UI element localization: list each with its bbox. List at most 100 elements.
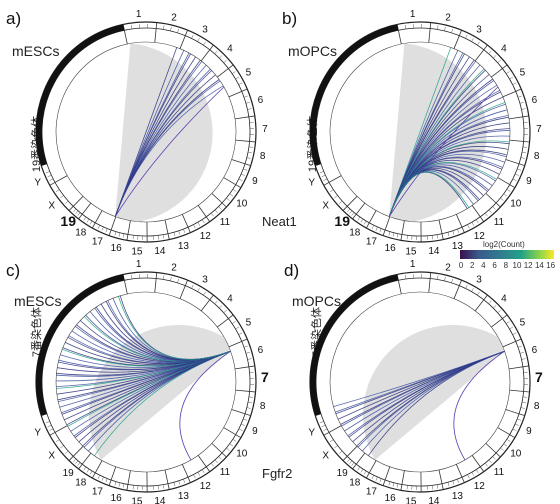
tick-mark (197, 288, 200, 292)
chromosome-boundary (49, 175, 68, 186)
chromosome-boundary (164, 219, 170, 240)
tick-mark (506, 189, 511, 192)
tick-mark (235, 76, 240, 80)
chromosome-boundary (228, 88, 248, 98)
tick-mark (492, 206, 496, 210)
condition-label: mOPCs (292, 293, 341, 309)
chromosome-label-15: 15 (131, 247, 143, 258)
chromosome-boundary (508, 365, 529, 370)
chromosome-boundary (108, 466, 117, 486)
tick-mark (118, 482, 121, 487)
tick-mark (436, 234, 438, 239)
tick-mark (520, 157, 525, 159)
tick-mark (105, 478, 108, 483)
tick-mark (197, 222, 201, 226)
tick-mark (351, 212, 355, 216)
chromosome-label-9: 9 (526, 426, 532, 437)
tick-mark (392, 482, 395, 487)
tick-mark (321, 424, 326, 428)
tick-mark (509, 326, 514, 330)
chromosome-label-7: 7 (535, 369, 543, 385)
tick-mark (241, 423, 245, 426)
tick-mark (521, 151, 526, 154)
chromosome-label-10: 10 (236, 449, 248, 460)
tick-mark (323, 178, 328, 181)
inner-ring (55, 41, 237, 223)
chromosome-label-2: 2 (171, 262, 177, 273)
tick-mark (173, 232, 176, 237)
focus-chromosome-track (309, 274, 399, 417)
interaction-link (388, 86, 499, 217)
chromosome-label-Y: Y (34, 177, 41, 188)
tick-mark (447, 482, 450, 487)
chromosome-boundary (126, 220, 131, 241)
tick-mark (437, 275, 439, 280)
chromosome-boundary (91, 460, 103, 479)
chromosome-label-X: X (48, 201, 55, 212)
chromosome-boundary (382, 216, 391, 236)
chromosome-label-15: 15 (405, 247, 417, 258)
tick-mark (517, 95, 522, 98)
tick-mark (477, 41, 480, 46)
chromosome-axis-label: 7番染色体 (29, 307, 43, 357)
chromosome-label-2: 2 (171, 12, 177, 23)
chromosome-label-9: 9 (252, 176, 258, 187)
chromosome-boundary (352, 202, 366, 220)
tick-mark (457, 478, 460, 483)
ideogram-ring (41, 277, 251, 487)
tick-mark (235, 326, 240, 330)
tick-mark (347, 458, 351, 463)
tick-mark (203, 41, 206, 46)
tick-mark (97, 225, 101, 229)
tick-mark (503, 443, 508, 447)
tick-mark (178, 230, 181, 235)
tick-mark (247, 358, 252, 360)
tick-mark (101, 226, 104, 231)
tick-mark (197, 472, 201, 476)
tick-mark (177, 278, 179, 283)
tick-mark (392, 232, 395, 237)
chromosome-label-1: 1 (136, 259, 142, 270)
tick-mark (471, 288, 474, 292)
tick-mark (77, 462, 81, 466)
tick-mark (226, 197, 230, 201)
panel-tag: d) (284, 261, 299, 280)
tick-mark (193, 224, 196, 229)
chromosome-boundary (235, 139, 256, 143)
tick-mark (452, 480, 455, 485)
chromosome-boundary (234, 115, 255, 120)
chromosome-label-12: 12 (474, 481, 486, 492)
tick-mark (451, 28, 453, 33)
tick-mark (122, 483, 125, 488)
chromosome-boundary (234, 365, 255, 370)
tick-mark (351, 462, 355, 466)
circos-panel-c: c) mESCs 7番染色体 (6, 261, 61, 357)
tick-mark (319, 421, 324, 424)
chromosome-boundary (223, 177, 242, 189)
chromosome-boundary (505, 409, 525, 417)
tick-mark (243, 168, 248, 171)
chromosome-boundary (323, 425, 342, 436)
tick-mark (371, 475, 375, 479)
chromosome-boundary (502, 338, 522, 348)
tick-mark (477, 291, 480, 296)
gene-label-fgfr2: Fgfr2 (262, 466, 292, 481)
tick-mark (505, 321, 510, 324)
tick-mark (248, 396, 253, 398)
tick-mark (229, 193, 234, 197)
interaction-wedge (362, 324, 505, 460)
condition-label: mESCs (12, 43, 59, 59)
tick-mark (238, 428, 243, 431)
tick-mark (497, 59, 501, 64)
chromosome-label-5: 5 (520, 67, 526, 78)
tick-mark (89, 220, 93, 225)
chromosome-boundary (428, 22, 432, 43)
tick-mark (218, 206, 222, 210)
chromosome-label-18: 18 (75, 228, 87, 239)
tick-mark (357, 216, 361, 221)
tick-mark (55, 439, 60, 442)
tick-mark (321, 174, 326, 178)
